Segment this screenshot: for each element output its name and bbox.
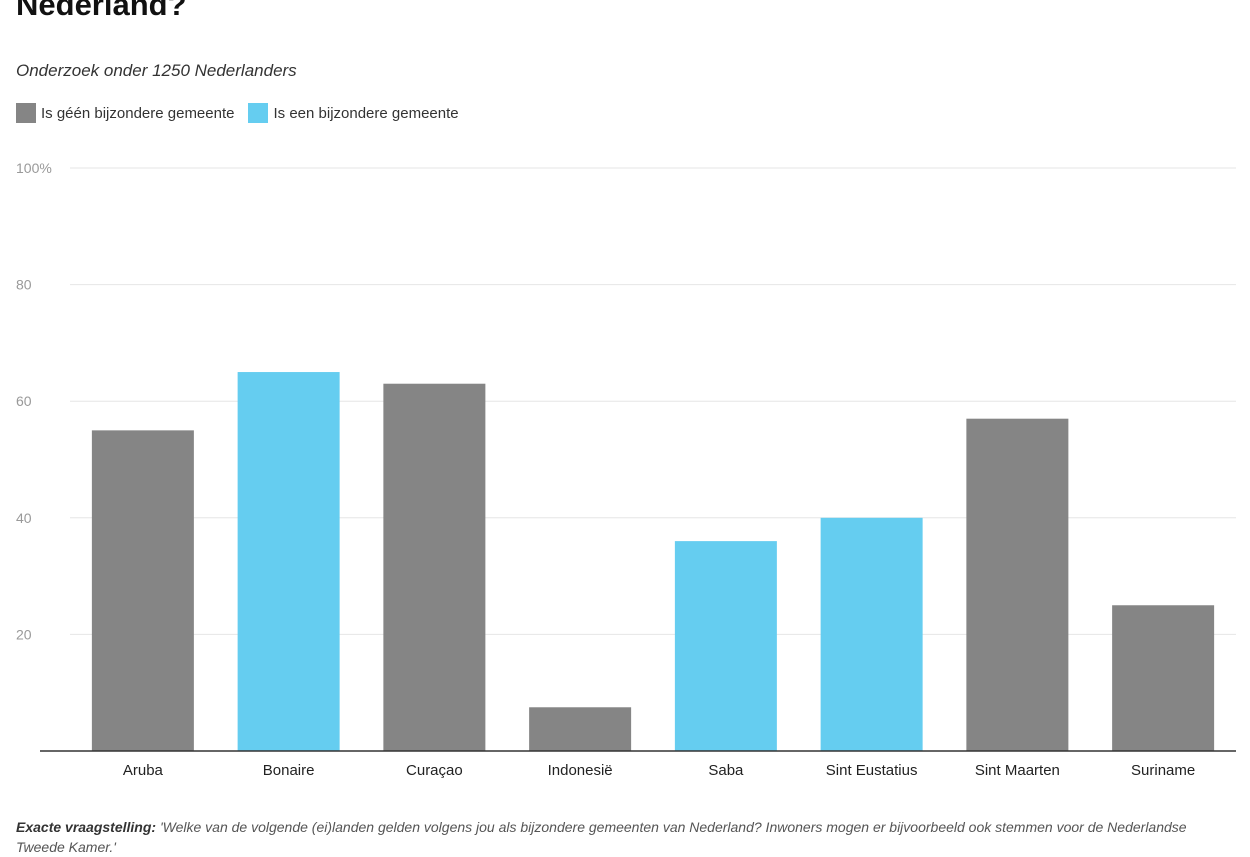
bar-bonaire	[237, 372, 340, 751]
footnote-label: Exacte vraagstelling:	[16, 819, 157, 835]
bar-indonesie	[529, 707, 632, 751]
legend-label-not-special: Is géén bijzondere gemeente	[41, 104, 235, 122]
footnote: Exacte vraagstelling: 'Welke van de volg…	[16, 817, 1226, 857]
chart-subtitle: Onderzoek onder 1250 Nederlanders	[16, 61, 297, 80]
x-tick-label-suriname: Suriname	[1131, 762, 1195, 779]
bars	[91, 372, 1215, 751]
y-tick-label: 20	[16, 626, 32, 642]
x-tick-label-bonaire: Bonaire	[263, 762, 315, 779]
x-tick-label-indonesie: Indonesië	[548, 762, 613, 779]
y-tick-label: 100%	[16, 160, 52, 176]
legend-label-special: Is een bijzondere gemeente	[273, 104, 459, 122]
legend-swatch-gray	[16, 103, 36, 123]
legend-item-special: Is een bijzondere gemeente	[248, 103, 459, 123]
legend-item-not-special: Is géén bijzondere gemeente	[16, 103, 234, 123]
bar-saba	[674, 541, 777, 751]
bar-suriname	[1112, 605, 1215, 751]
x-tick-label-sint-eustatius: Sint Eustatius	[826, 762, 918, 779]
x-tick-label-curacao: Curaçao	[406, 762, 463, 779]
legend: Is géén bijzondere gemeente Is een bijzo…	[16, 103, 473, 123]
chart-title: Nederland?	[16, 0, 187, 22]
x-tick-label-saba: Saba	[708, 762, 744, 779]
bar-curacao	[383, 383, 486, 751]
y-tick-label: 60	[16, 393, 32, 409]
bar-sint-eustatius	[820, 517, 923, 751]
y-tick-label: 40	[16, 510, 32, 526]
x-axis: Aruba Bonaire Curaçao Indonesië Saba Sint Eus…	[40, 750, 1236, 779]
x-tick-label-sint-maarten: Sint Maarten	[975, 762, 1060, 779]
bar-sint-maarten	[966, 418, 1069, 751]
y-tick-label: 80	[16, 277, 32, 293]
x-tick-label-aruba: Aruba	[123, 762, 164, 779]
bar-aruba	[91, 430, 194, 751]
legend-swatch-blue	[248, 103, 269, 123]
bar-chart: 20 40 60 80 100% Aruba Bonaire Curaçao Indonesi…	[16, 160, 1236, 779]
